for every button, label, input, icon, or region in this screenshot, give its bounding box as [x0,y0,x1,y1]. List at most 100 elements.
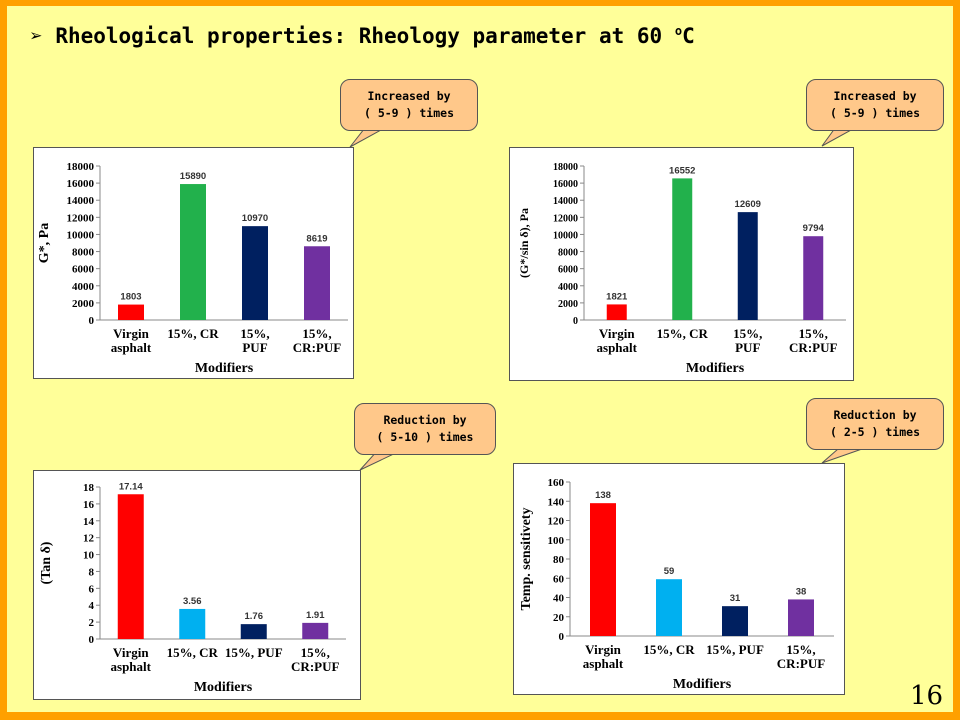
x-tick-label: Virgin [113,645,149,660]
y-tick-label: 120 [548,516,565,528]
bar-3 [803,236,824,320]
y-tick-label: 100 [548,535,565,547]
x-tick-label: 15%, CR [167,645,219,660]
y-tick-label: 2000 [558,299,578,310]
y-tick-label: 6000 [558,265,578,276]
x-tick-label: 15%, PUF [706,642,764,657]
y-tick-label: 40 [553,593,565,605]
data-label: 1803 [120,292,141,303]
callout-line2: ( 2-5 ) times [829,425,920,439]
x-tick-label: CR:PUF [777,656,825,671]
y-tick-label: 4 [89,600,95,612]
x-tick-label: 15%, [799,326,828,341]
x-tick-label: 15%, CR [657,326,709,341]
y-tick-label: 12000 [67,212,95,224]
x-tick-label: 15%, [733,326,762,341]
bar-0 [590,503,616,636]
title-degree: o [674,24,683,38]
chart-tan-delta: 0 2 4 6 8 10 12 14 16 18 17.14 Virgin asphalt 3.56 15%… [33,470,361,700]
callout-line1: Increased by [833,89,917,103]
y-axis-title: G*, Pa [37,223,52,263]
y-tick-label: 18000 [553,162,578,173]
bar-0 [118,304,144,320]
x-tick-label: CR:PUF [293,340,341,355]
y-tick-label: 4000 [558,282,578,293]
callout-reduction-tan: Reduction by ( 5-10 ) times [354,403,496,455]
data-label: 31 [730,593,741,604]
x-tick-label: 15%, PUF [225,645,283,660]
x-axis-title: Modifiers [686,361,745,376]
y-tick-label: 60 [553,573,565,585]
y-tick-label: 12000 [553,213,578,224]
bar-2 [240,624,267,639]
y-tick-label: 14000 [67,195,95,207]
y-tick-label: 2 [89,617,95,629]
page-number: 16 [910,681,944,711]
title-text: Rheological properties: Rheology paramet… [55,24,675,48]
x-tick-label: 15%, [302,326,331,341]
bar-3 [302,622,329,639]
y-tick-label: 4000 [72,281,95,293]
x-tick-label: Virgin [599,326,635,341]
chart-temp-sensitivity: 0 20 40 60 80 100 120 140 160 138 Virgin asphalt 59 1… [513,463,845,695]
data-label: 12609 [735,199,761,210]
data-label: 1.76 [245,611,264,622]
data-label: 3.56 [183,596,202,607]
bullet-arrow-icon: ➢ [30,24,43,48]
callout-line2: ( 5-9 ) times [363,106,454,120]
callout-line1: Increased by [367,89,451,103]
x-tick-label: 15%, [786,642,815,657]
y-tick-label: 8 [89,566,95,578]
y-tick-label: 16000 [553,179,578,190]
x-tick-label: asphalt [597,340,638,355]
y-tick-label: 2000 [72,298,95,310]
callout-line1: Reduction by [383,413,467,427]
x-tick-label: asphalt [583,656,624,671]
bar-1 [656,579,682,636]
y-tick-label: 6 [89,583,95,595]
x-tick-label: CR:PUF [291,659,339,674]
y-tick-label: 80 [553,554,565,566]
y-tick-label: 6000 [72,264,95,276]
data-label: 1821 [606,291,628,302]
y-tick-label: 16 [83,499,95,511]
y-tick-label: 18 [83,482,95,494]
x-tick-label: Virgin [585,642,621,657]
x-axis-title: Modifiers [194,680,253,695]
data-label: 17.14 [119,481,143,492]
data-label: 8619 [306,233,327,244]
y-tick-label: 18000 [67,161,95,173]
data-label: 16552 [669,165,695,176]
title-unit: C [682,24,695,48]
y-axis-title: (Tan δ) [39,541,54,584]
data-label: 15890 [180,171,206,182]
y-tick-label: 10 [83,550,95,562]
y-tick-label: 16000 [67,178,95,190]
y-tick-label: 14000 [553,196,578,207]
y-tick-label: 8000 [558,248,578,259]
callout-increase-gstar: Increased by ( 5-9 ) times [340,79,478,131]
y-tick-label: 0 [559,631,565,643]
y-axis-title: Temp. sensitivety [519,508,534,611]
x-tick-label: 15%, CR [167,326,219,341]
bar-1 [180,184,206,320]
data-label: 38 [796,586,807,597]
y-tick-label: 10000 [67,229,95,241]
chart-gstar: 0 2000 4000 6000 8000 10000 12000 14000 16000 180… [33,147,354,379]
x-axis-title: Modifiers [673,677,732,692]
x-tick-label: 15%, [240,326,269,341]
callout-line1: Reduction by [833,408,917,422]
x-tick-label: PUF [735,340,760,355]
data-label: 1.91 [306,610,325,621]
callout-line2: ( 5-10 ) times [376,430,474,444]
y-tick-label: 10000 [553,230,578,241]
x-tick-label: 15%, [301,645,330,660]
y-tick-label: 140 [548,496,565,508]
bar-0 [606,304,627,320]
y-tick-label: 0 [89,634,95,646]
bar-2 [737,212,758,320]
chart-gstar-svg: 0 2000 4000 6000 8000 10000 12000 14000 16000 180… [37,161,348,376]
x-axis-title: Modifiers [195,361,254,376]
